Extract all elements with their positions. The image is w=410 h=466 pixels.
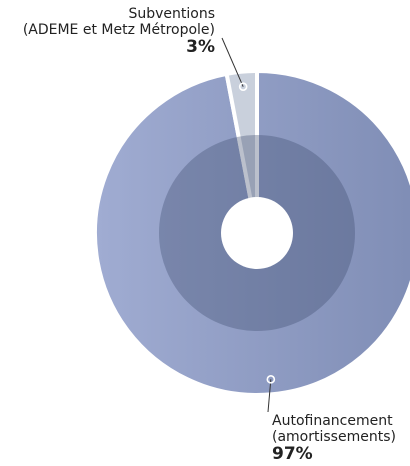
leader-line [267,379,272,413]
marker [238,82,248,91]
slice [224,68,259,234]
value-label: 97% [272,444,313,464]
value-label: 3% [186,37,215,57]
slice-label: Autofinancement [272,413,393,429]
marker [266,375,276,384]
labels: Autofinancement(amortissements)97% Subven… [23,6,396,464]
slice-label: Subventions [128,6,215,22]
slice-label: (ADEME et Metz Métropole) [23,22,215,38]
hole [221,197,293,269]
slice-label: (amortissements) [272,429,396,445]
leader-line [221,37,244,87]
